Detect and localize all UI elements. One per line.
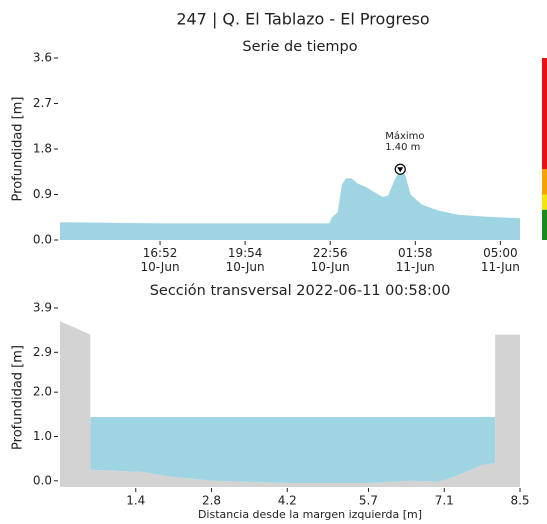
x-tick-label: 2.8 xyxy=(202,494,221,508)
threshold-band xyxy=(542,58,547,170)
x-tick-label: 4.2 xyxy=(278,494,297,508)
x-tick-label: 22:56 10-Jun xyxy=(310,246,350,274)
x-tick-label: 05:00 11-Jun xyxy=(480,246,520,274)
threshold-band xyxy=(542,209,547,240)
ground xyxy=(60,321,520,487)
x-tick-label: 01:58 11-Jun xyxy=(395,246,435,274)
y-axis-label: Profundidad [m] xyxy=(11,345,26,450)
x-tick-label: 7.1 xyxy=(435,494,454,508)
y-tick-label: 2.9 xyxy=(33,345,52,359)
y-tick-label: 3.6 xyxy=(33,51,52,65)
water xyxy=(90,416,496,484)
y-tick-label: 0.0 xyxy=(33,473,52,487)
y-tick-label: 2.0 xyxy=(33,385,52,399)
x-axis-label: Distancia desde la margen izquierda [m] xyxy=(198,508,422,521)
main-title: 247 | Q. El Tablazo - El Progreso xyxy=(176,10,429,29)
y-tick-label: 1.0 xyxy=(33,429,52,443)
x-tick-label: 16:52 10-Jun xyxy=(140,246,180,274)
x-tick-label: 1.4 xyxy=(126,494,145,508)
chart-title: Serie de tiempo xyxy=(242,39,357,55)
area xyxy=(60,169,520,240)
max-marker-arrow xyxy=(397,167,404,173)
x-tick-label: 8.5 xyxy=(510,494,529,508)
y-tick-label: 0.0 xyxy=(33,233,52,247)
chart-title: Sección transversal 2022-06-11 00:58:00 xyxy=(150,283,451,299)
x-tick-label: 19:54 10-Jun xyxy=(225,246,265,274)
y-tick-label: 3.9 xyxy=(33,301,52,315)
x-tick-label: 5.7 xyxy=(359,494,378,508)
y-tick-label: 1.8 xyxy=(33,142,52,156)
threshold-band xyxy=(542,169,547,195)
threshold-band xyxy=(542,194,547,210)
annotation: Máximo 1.40 m xyxy=(385,131,425,154)
y-axis-label: Profundidad [m] xyxy=(11,97,26,202)
y-tick-label: 2.7 xyxy=(33,96,52,110)
y-tick-label: 0.9 xyxy=(33,187,52,201)
